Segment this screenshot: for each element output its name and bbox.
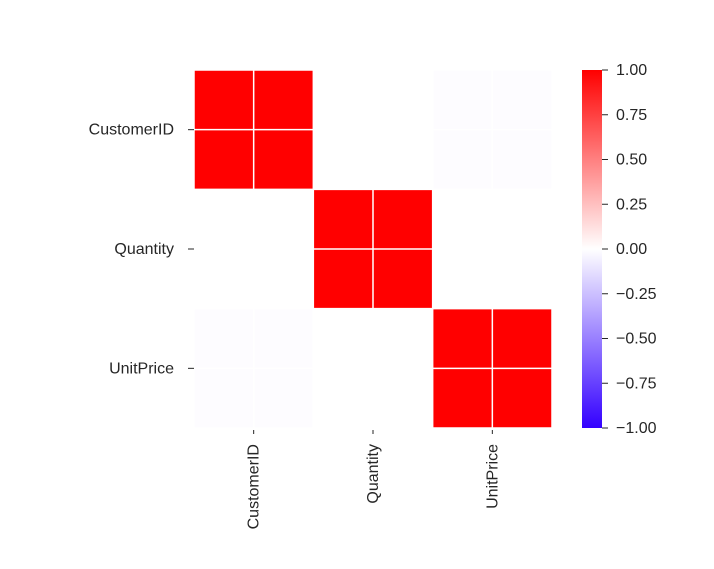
colorbar-tick-label: −0.25 xyxy=(616,286,657,303)
colorbar-tick-label: −1.00 xyxy=(616,420,657,437)
x-tick-label-unitprice: UnitPrice xyxy=(484,444,501,509)
heatmap-grid xyxy=(193,69,553,429)
colorbar: 1.00 0.75 0.50 0.25 0.00 −0.25 −0.50 −0.75 −1.00 xyxy=(582,62,657,437)
colorbar-tick-label: 0.75 xyxy=(616,107,647,124)
x-tick-label-quantity: Quantity xyxy=(365,444,382,504)
colorbar-tick-label: −0.75 xyxy=(616,375,657,392)
colorbar-tick-label: 0.50 xyxy=(616,152,647,169)
y-axis: CustomerID Quantity UnitPrice xyxy=(89,122,194,377)
colorbar-tick-label: 0.25 xyxy=(616,196,647,213)
x-tick-label-customerid: CustomerID xyxy=(246,444,263,529)
colorbar-gradient xyxy=(582,70,602,428)
colorbar-tick-label: −0.50 xyxy=(616,331,657,348)
x-axis: CustomerID Quantity UnitPrice xyxy=(246,430,501,529)
colorbar-tick-label: 1.00 xyxy=(616,62,647,79)
y-tick-label-quantity: Quantity xyxy=(114,241,174,258)
y-tick-label-customerid: CustomerID xyxy=(89,122,174,139)
colorbar-tick-label: 0.00 xyxy=(616,241,647,258)
y-tick-label-unitprice: UnitPrice xyxy=(109,360,174,377)
